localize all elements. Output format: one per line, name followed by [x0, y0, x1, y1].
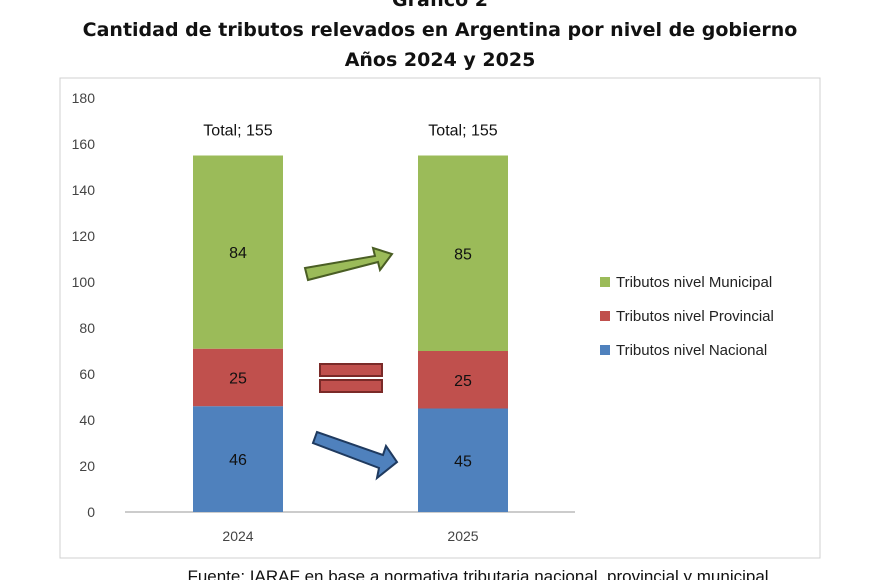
bar-segment [193, 406, 283, 512]
total-label: Total; 155 [203, 123, 272, 140]
y-tick-label: 160 [72, 136, 96, 152]
data-label: 46 [229, 452, 247, 469]
chart-title: Cantidad de tributos relevados en Argent… [83, 19, 798, 41]
equals-icon-top [319, 363, 383, 377]
y-tick-label: 120 [72, 228, 96, 244]
legend-swatch [600, 311, 610, 321]
y-tick-label: 140 [72, 182, 96, 198]
y-tick-label: 60 [79, 366, 95, 382]
total-label: Total; 155 [428, 123, 497, 140]
y-tick-label: 100 [72, 274, 96, 290]
legend-swatch [600, 277, 610, 287]
legend-entry: Tributos nivel Municipal [616, 274, 772, 291]
legend-entry: Tributos nivel Provincial [616, 308, 774, 325]
data-label: 84 [229, 245, 247, 262]
chart-supertitle: Gráfico 2 [392, 0, 488, 11]
bar-segment [418, 155, 508, 351]
y-tick-label: 20 [79, 458, 95, 474]
data-label: 25 [454, 373, 472, 390]
data-label: 85 [454, 246, 472, 263]
bar-segment [193, 155, 283, 349]
y-tick-label: 80 [79, 320, 95, 336]
y-tick-label: 0 [87, 504, 95, 520]
x-tick-label: 2025 [447, 528, 478, 544]
y-tick-label: 40 [79, 412, 95, 428]
chart-subtitle: Años 2024 y 2025 [345, 49, 536, 71]
bar-segment [193, 348, 283, 407]
x-tick-label: 2024 [222, 528, 253, 544]
y-tick-label: 180 [72, 90, 96, 106]
legend-swatch [600, 345, 610, 355]
equals-icon-bottom [319, 379, 383, 393]
data-label: 45 [454, 453, 472, 470]
data-label: 25 [229, 370, 247, 387]
source-note: Fuente: IARAF en base a normativa tribut… [187, 567, 768, 580]
down-arrow-icon [311, 430, 399, 481]
bar-segment [418, 351, 508, 409]
legend-entry: Tributos nivel Nacional [616, 342, 767, 359]
bar-segment [418, 408, 508, 512]
up-arrow-icon [303, 246, 394, 282]
change-indicators [303, 246, 399, 481]
